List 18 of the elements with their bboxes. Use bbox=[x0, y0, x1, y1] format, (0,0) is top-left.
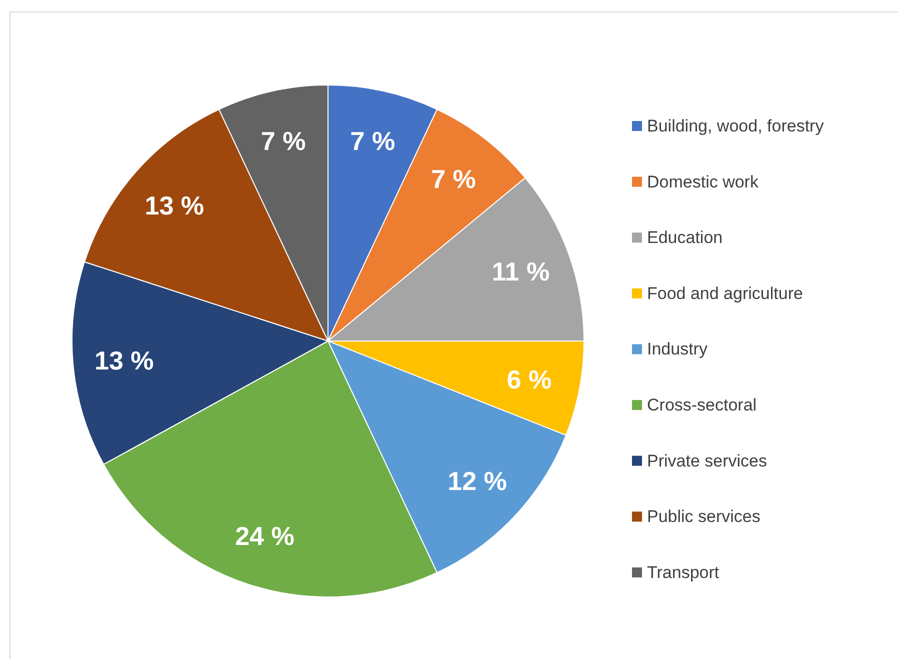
data-label: 6 % bbox=[506, 364, 552, 394]
data-label: 7 % bbox=[350, 126, 396, 156]
data-label: 24 % bbox=[235, 520, 294, 551]
legend-label: Food and agriculture bbox=[647, 284, 803, 303]
data-label: 13 % bbox=[144, 190, 204, 221]
data-label: 13 % bbox=[94, 345, 154, 376]
data-label: 7 % bbox=[260, 126, 306, 156]
data-label: 7 % bbox=[431, 164, 476, 194]
legend-label: Domestic work bbox=[647, 172, 759, 192]
legend-label: Cross-sectoral bbox=[647, 396, 757, 414]
legend-label: Building, wood, forestry bbox=[647, 116, 824, 136]
data-label: 11 % bbox=[492, 256, 550, 287]
data-label: 12 % bbox=[448, 466, 507, 496]
legend-label: Private services bbox=[647, 451, 767, 470]
legend-label: Public services bbox=[647, 507, 760, 526]
legend-label: Industry bbox=[647, 340, 708, 359]
legend-label: Education bbox=[647, 228, 723, 248]
legend-label: Transport bbox=[647, 562, 720, 582]
